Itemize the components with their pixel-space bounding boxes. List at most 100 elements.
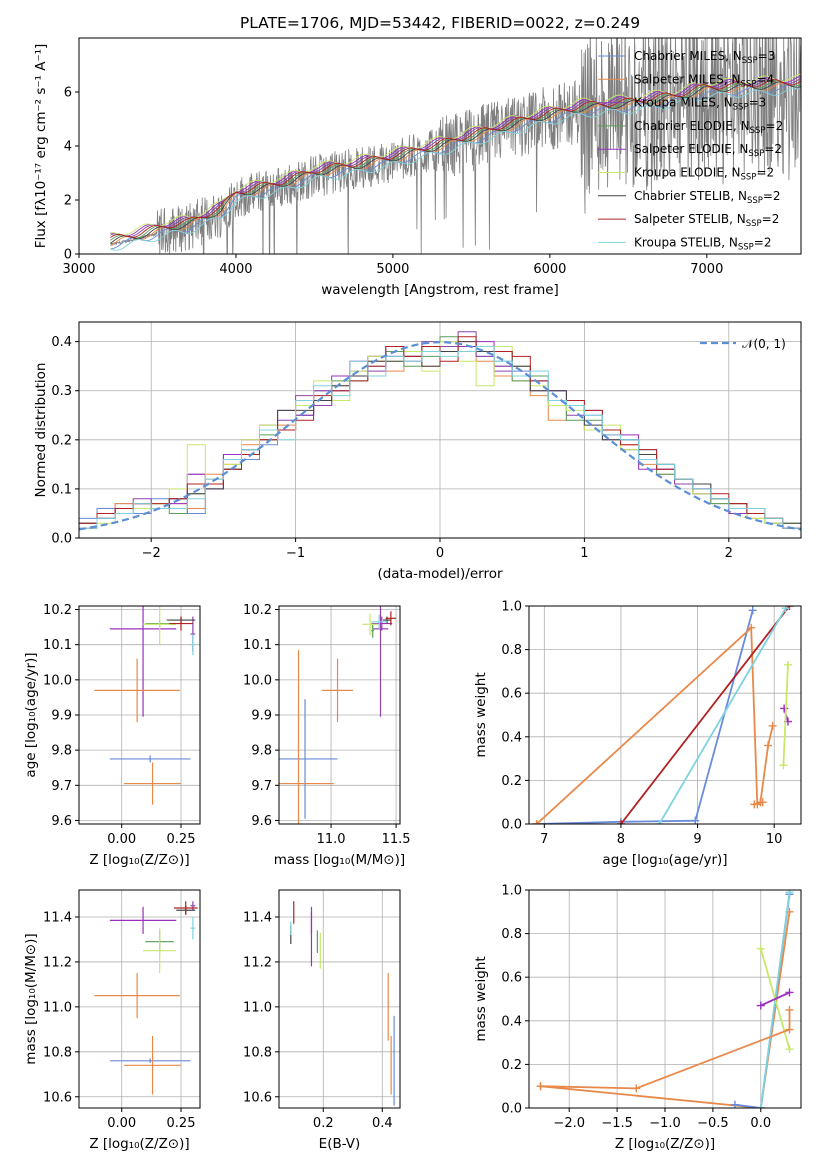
weight-series-ke [782,664,789,766]
weight-point-cm [748,606,757,615]
x-tick-label: 0.0 [750,1116,771,1131]
y-tick-label: 11.2 [243,955,272,970]
weight-point-sm [785,1025,794,1034]
x-tick-label: 0.25 [167,1116,196,1131]
weight-point-ks [781,606,790,613]
weight-series-ss [620,606,791,824]
y-axis-label: Normed distribution [33,363,49,498]
weight-series-cm [536,610,754,824]
y-tick-label: 0 [64,248,72,263]
x-tick-label: 7000 [690,262,723,277]
y-tick-label: 11.2 [43,955,72,970]
axes-frame [78,37,802,255]
axes-frame [78,321,802,539]
x-tick-label: 11.5 [382,832,411,847]
x-tick-label: 8 [617,832,625,847]
y-tick-label: 0.6 [501,687,522,702]
x-tick-label: 0.00 [107,1116,136,1131]
y-tick-label: 0.0 [501,818,522,833]
x-tick-label: 0.00 [107,832,136,847]
residual-histogram-panel: −2 −1 0 1 2 0.0 0.1 0.2 0.3 0.4 (data-model)/error… [33,321,802,582]
weight-vs-metallicity-panel: −2.0 −1.5 −1.0 −0.5 0.0 0.0 0.2 0.4 0.6 0.8 1.0 Z [… [473,884,802,1152]
legend-entry-ce: Chabrier ELODIE, NSSP=2 [634,119,783,136]
plot-area [279,606,397,824]
x-tick-label: −2 [142,546,161,561]
axes-frame [78,605,201,825]
x-tick-label: −1.0 [649,1116,681,1131]
y-tick-label: 0.3 [51,384,72,399]
y-tick-label: 0.2 [51,433,72,448]
y-tick-label: 0.6 [501,971,522,986]
age-vs-metallicity-panel: 0.00 0.25 9.6 9.7 9.8 9.9 10.0 10.1 10.2 Z [log₁₀… [23,603,201,868]
y-tick-label: 11.0 [243,1000,272,1015]
weight-point-ks [785,890,794,897]
y-tick-label: 0.0 [501,1102,522,1117]
y-tick-label: 0.2 [501,774,522,789]
y-tick-label: 9.9 [51,709,72,724]
mass-vs-metallicity-panel: 0.00 0.25 10.6 10.8 11.0 11.2 11.4 Z [log₁₀(Z/Z… [23,889,201,1152]
legend-entry-normal: 𝒩(0, 1) [742,337,786,351]
y-tick-label: 0.8 [501,927,522,942]
y-tick-label: 0.2 [501,1058,522,1073]
x-tick-label: −0.5 [697,1116,729,1131]
y-tick-label: 11.4 [243,910,272,925]
weight-point-sm [756,798,765,807]
y-tick-label: 10.8 [43,1045,72,1060]
weight-point-sm [532,820,541,824]
weight-series-sm [753,725,774,806]
weight-point-se [756,1001,765,1010]
legend-entry-ks: Kroupa STELIB, NSSP=2 [634,235,772,252]
x-axis-label: (data-model)/error [377,566,503,582]
legend-entry-ss: Salpeter STELIB, NSSP=2 [634,212,779,229]
weight-series-ks [658,607,787,824]
residual-histogram-ks [79,346,801,538]
weight-point-cm [730,1100,739,1108]
x-tick-label: 3000 [62,262,95,277]
weight-series-sm [536,625,764,824]
observed-spectrum [110,38,801,254]
y-tick-label: 0.4 [501,730,522,745]
model-spectrum-ss [110,79,801,238]
x-tick-label: −2.0 [553,1116,585,1131]
weight-point-se [785,988,794,997]
weight-point-ks [756,1104,765,1108]
legend-entry-cm: Chabrier MILES, NSSP=3 [634,49,775,66]
plot-area [532,606,794,824]
weight-series-cm [734,894,791,1108]
y-axis-label: mass weight [473,672,489,757]
weight-series-se [760,991,790,1007]
y-tick-label: 11.0 [43,1000,72,1015]
weight-point-sm [632,1084,641,1093]
y-axis-label: age [log₁₀(age/yr)] [23,652,39,777]
weight-point-sm [747,623,756,632]
y-tick-label: 6 [64,86,72,101]
mass-vs-reddening-panel: 0.2 0.4 10.6 10.8 11.0 11.2 11.4 E(B-V) [243,889,401,1152]
x-tick-label: 10 [766,832,783,847]
x-tick-label: −1.5 [601,1116,633,1131]
weight-point-cm [691,816,700,824]
model-spectrum-ks [110,87,801,251]
y-axis-label: Flux [fλ10⁻¹⁷ erg cm⁻² s⁻¹ A⁻¹] [33,44,49,249]
plot-area [94,901,198,1095]
x-tick-label: 4000 [219,262,252,277]
y-axis-label: mass weight [473,956,489,1041]
y-tick-label: 11.4 [43,910,72,925]
x-axis-label: age [log₁₀(age/yr)] [602,852,727,868]
axes-frame [528,889,802,1109]
y-tick-label: 0.1 [51,482,72,497]
x-tick-label: 0.25 [167,832,196,847]
weight-point-ke [783,660,792,669]
weight-point-ks [655,820,664,824]
legend-entry-se: Salpeter ELODIE, NSSP=2 [634,142,782,159]
legend-entry-km: Kroupa MILES, NSSP=3 [634,96,766,113]
model-spectrum-ke [110,73,801,236]
spectrum-legend: Chabrier MILES, NSSP=3 Salpeter MILES, NS… [598,49,783,252]
weight-series-sm [540,1009,791,1090]
x-tick-label: 0.4 [372,1116,393,1131]
x-tick-label: 5000 [376,262,409,277]
y-tick-label: 10.0 [43,673,72,688]
plot-area [79,331,801,538]
y-tick-label: 10.0 [243,673,272,688]
x-tick-label: 0 [436,546,444,561]
legend-entry-cs: Chabrier STELIB, NSSP=2 [634,189,781,206]
